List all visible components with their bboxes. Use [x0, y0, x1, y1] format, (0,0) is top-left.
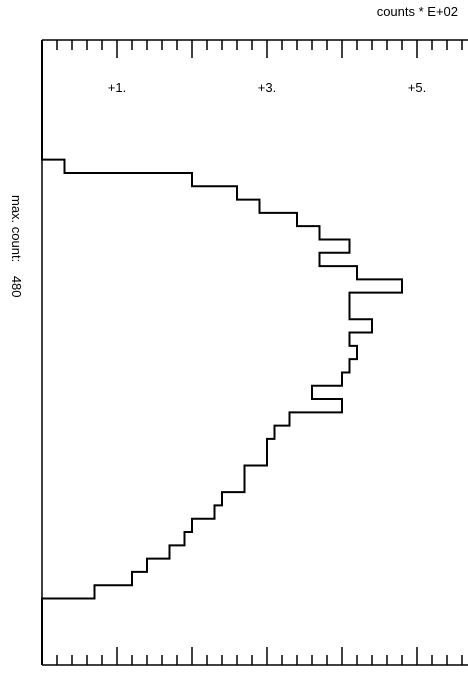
histogram-bin [42, 213, 297, 226]
histogram-bin [42, 532, 185, 545]
tick-label: +3. [258, 80, 276, 95]
histogram-bin [42, 559, 147, 572]
histogram-bin [42, 585, 95, 598]
histogram-bin [42, 572, 132, 585]
bottom-ticks [41, 647, 463, 665]
histogram-bin [42, 519, 192, 532]
histogram-bin [42, 279, 402, 292]
histogram-bin [42, 266, 357, 279]
histogram-bin [42, 386, 312, 399]
histogram-bin [42, 359, 350, 372]
histogram-bin [42, 333, 350, 346]
units-label: counts * E+02 [377, 4, 458, 19]
tick-label: +5. [408, 80, 426, 95]
histogram-bin [42, 253, 320, 266]
histogram-bin [42, 346, 357, 359]
histogram-bin [42, 545, 170, 558]
histogram-bin [42, 426, 275, 439]
histogram-bin [42, 479, 245, 492]
histogram-bin [42, 173, 192, 186]
histogram-bin [42, 452, 267, 465]
max-count-value: 480 [9, 276, 24, 298]
histogram-bin [42, 399, 342, 412]
tick-label: +1. [108, 80, 126, 95]
top-ticks [41, 40, 463, 58]
histogram-bin [42, 226, 320, 239]
histogram-bin [42, 293, 350, 306]
max-count-label-text: max. count: [9, 195, 24, 262]
histogram-bars [41, 40, 403, 665]
histogram-bin [42, 492, 222, 505]
histogram-bin [42, 372, 342, 385]
histogram-outline [41, 40, 403, 665]
histogram-bin [42, 412, 290, 425]
histogram-bin [42, 160, 65, 173]
histogram-bin [42, 239, 350, 252]
histogram-bin [42, 466, 245, 479]
histogram-bin [42, 319, 372, 332]
histogram-bin [42, 306, 350, 319]
histogram-bin [42, 439, 267, 452]
max-count-label: max. count: 480 [9, 195, 24, 298]
histogram-bin [42, 200, 260, 213]
histogram-bin [42, 505, 215, 518]
tick-labels: +1. +3. +5. [108, 80, 426, 95]
histogram-bin [42, 186, 237, 199]
